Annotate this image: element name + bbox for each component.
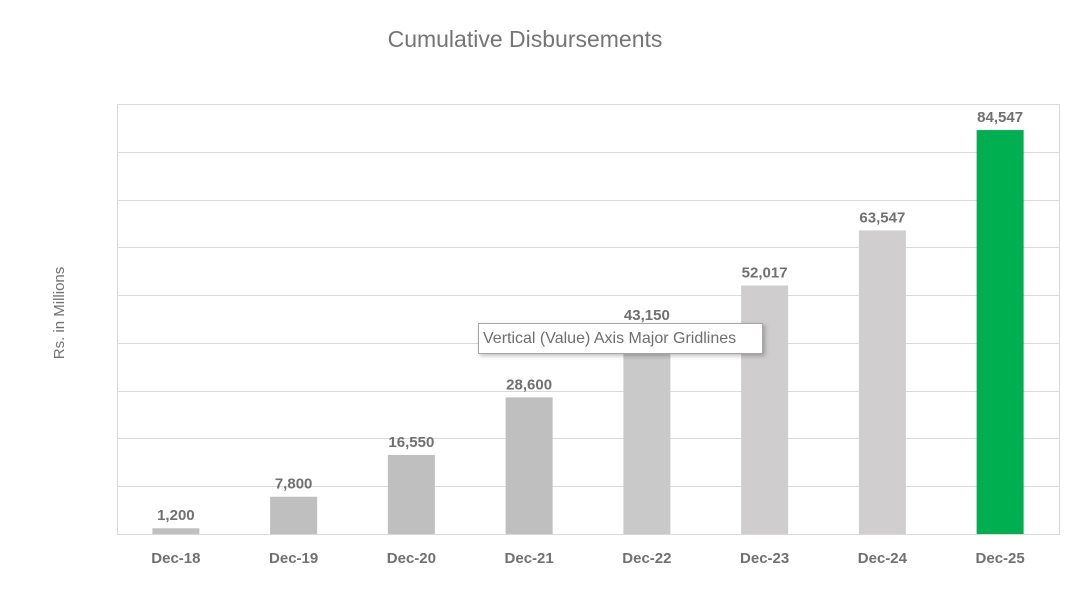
- value-label: 7,800: [275, 476, 313, 493]
- bar: [387, 454, 435, 534]
- x-tick-label: Dec-19: [269, 550, 318, 567]
- bar: [505, 397, 553, 534]
- tooltip-box: [478, 323, 763, 354]
- value-label: 16,550: [388, 434, 434, 451]
- value-label: 28,600: [506, 376, 552, 393]
- x-tick-label: Dec-21: [505, 550, 554, 567]
- bar: [858, 230, 906, 535]
- x-tick-label: Dec-23: [740, 550, 789, 567]
- x-tick-label: Dec-20: [387, 550, 436, 567]
- y-axis-label: Rs. in Millions: [51, 267, 68, 360]
- bar: [623, 327, 671, 534]
- x-tick-label: Dec-25: [976, 550, 1025, 567]
- value-label: 43,150: [624, 307, 670, 324]
- x-tick-label: Dec-24: [858, 550, 908, 567]
- chart-title: Cumulative Disbursements: [388, 26, 663, 52]
- tooltip: Vertical (Value) Axis Major Gridlines: [478, 323, 763, 354]
- bar: [976, 130, 1024, 534]
- value-label: 52,017: [742, 264, 788, 281]
- bar: [741, 285, 789, 534]
- value-label: 1,200: [157, 507, 195, 524]
- tooltip-text: Vertical (Value) Axis Major Gridlines: [483, 330, 736, 347]
- bar: [152, 528, 200, 534]
- x-tick-label: Dec-18: [151, 550, 200, 567]
- bar: [270, 496, 318, 534]
- value-label: 63,547: [859, 209, 905, 226]
- value-label: 84,547: [977, 109, 1023, 126]
- x-tick-label: Dec-22: [622, 550, 671, 567]
